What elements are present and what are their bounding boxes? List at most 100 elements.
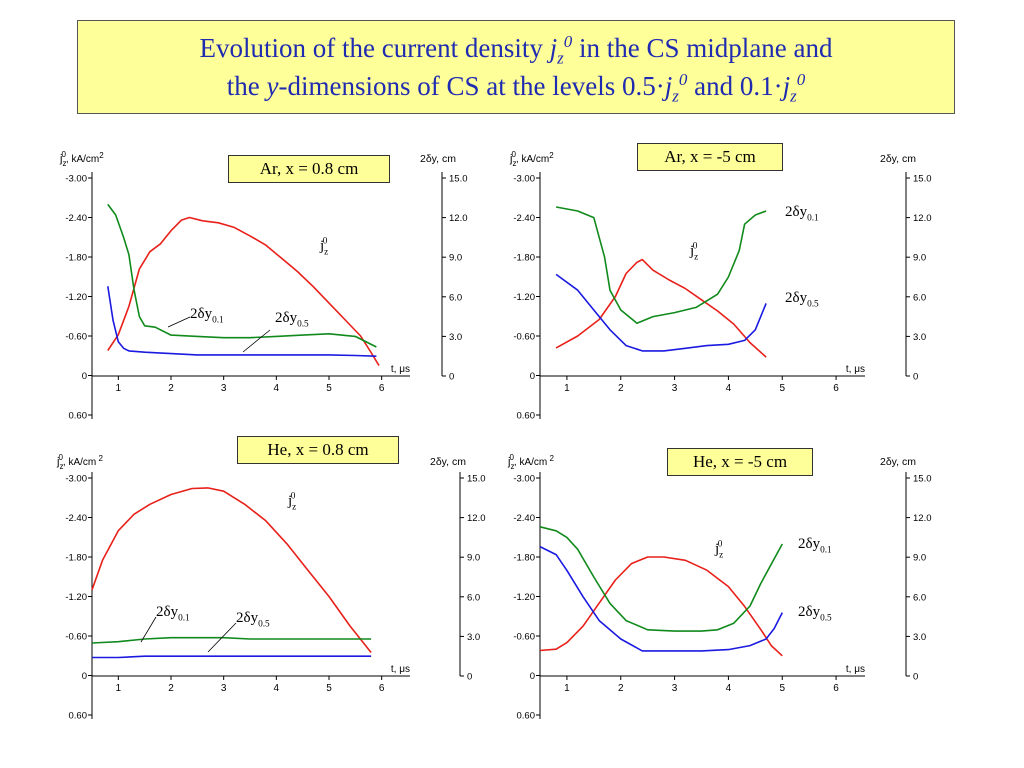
left-tick-label: -1.20 [65,592,87,603]
title-text: -dimensions of CS at the levels 0.5· [278,71,665,101]
annotation-leader [242,329,271,353]
right-tick-label: 12.0 [449,213,468,224]
x-tick-label: 3 [221,683,227,694]
chart-panel-4: -3.00 -2.40 -1.80 -1.20 -0.60 0 0.60 15.0 12.0 9.… [507,453,932,722]
x-tick-label: 1 [116,383,122,394]
series-annotation: 2δy0.5 [236,610,270,630]
panel-label: Ar, x = -5 cm [637,143,783,171]
right-tick-label: 0 [913,372,918,383]
x-tick-label: 5 [326,383,332,394]
annotation-leader [167,316,191,328]
left-tick-label: -2.40 [513,213,535,224]
panel-label: He, x = 0.8 cm [237,436,399,464]
x-tick-label: 1 [564,383,570,394]
title-line-1: Evolution of the current density jz0 in … [78,29,954,67]
panel-label: Ar, x = 0.8 cm [228,155,390,183]
title-z: z [790,86,797,106]
title-j: j [549,33,558,63]
slide-title: Evolution of the current density jz0 in … [77,20,955,114]
left-tick-label: -0.60 [513,632,535,643]
series-line-dy05 [539,545,784,652]
left-tick-label: -1.80 [513,253,535,264]
series-line-dy05 [555,273,767,352]
left-tick-label: 0.60 [69,711,88,722]
x-tick-label: 2 [168,383,174,394]
right-axis-label: 2δy, cm [420,153,456,165]
title-text: the [226,71,267,101]
title-z: z [672,86,679,106]
left-tick-label: -2.40 [513,513,535,524]
right-tick-label: 15.0 [449,174,468,185]
left-tick-label: 0 [82,371,87,382]
right-tick-label: 0 [467,672,472,683]
title-zero: 0 [678,70,688,89]
series-annotation: 2δy0.1 [798,536,832,556]
x-tick-label: 6 [379,383,385,394]
x-tick-label: 3 [672,683,678,694]
x-tick-label: 4 [274,383,280,394]
panel-label: He, x = -5 cm [667,448,813,476]
x-axis-label: t, μs [846,664,865,675]
title-text: and 0.1· [687,71,783,101]
right-tick-label: 6.0 [449,292,462,303]
right-tick-label: 0 [913,672,918,683]
left-tick-label: -0.60 [513,332,535,343]
title-y: y [266,71,279,101]
x-tick-label: 5 [326,683,332,694]
left-tick-label: -1.80 [513,553,535,564]
x-tick-label: 5 [779,383,785,394]
title-text: in the CS midplane and [572,33,833,63]
right-tick-label: 3.0 [467,632,480,643]
x-tick-label: 4 [726,683,732,694]
title-j: j [782,71,791,101]
series-line-jz [107,216,380,367]
series-annotation: 2δy0.1 [156,604,190,624]
series-annotation: 2δy0.5 [275,310,309,330]
series-annotation: 2δy0.1 [785,204,819,224]
series-line-dy01 [107,203,377,348]
right-axis-label: 2δy, cm [880,153,916,165]
left-tick-label: -3.00 [65,174,87,185]
series-line-dy01 [539,526,784,632]
series-line-jz [91,487,372,653]
x-tick-label: 2 [168,683,174,694]
series-annotation: 2δy0.5 [798,604,832,624]
x-tick-label: 6 [833,383,839,394]
title-zero: 0 [563,32,573,51]
series-annotation: jz0 [714,539,723,560]
left-tick-label: 0 [530,671,535,682]
x-axis-label: t, μs [846,364,865,375]
right-tick-label: 3.0 [913,632,926,643]
right-tick-label: 15.0 [913,474,932,485]
left-tick-label: -0.60 [65,632,87,643]
x-tick-label: 1 [116,683,122,694]
left-tick-label: -1.80 [65,553,87,564]
right-tick-label: 9.0 [467,553,480,564]
x-axis-label: t, μs [391,364,410,375]
series-line-dy01 [91,636,372,644]
chart-panel-1: -3.00 -2.40 -1.80 -1.20 -0.60 0 0.60 15.0 12.0 9.… [59,150,468,422]
left-tick-label: -0.60 [65,332,87,343]
right-tick-label: 12.0 [913,513,932,524]
x-axis-label: t, μs [391,664,410,675]
left-tick-label: 0.60 [517,411,536,422]
left-tick-label: -1.20 [513,292,535,303]
right-tick-label: 9.0 [913,553,926,564]
left-tick-label: -3.00 [513,474,535,485]
right-tick-label: 12.0 [467,513,486,524]
right-tick-label: 3.0 [913,332,926,343]
right-tick-label: 15.0 [467,474,486,485]
x-tick-label: 1 [564,683,570,694]
left-axis-label: jz0, kA/cm 2 [507,453,554,471]
x-tick-label: 3 [672,383,678,394]
right-tick-label: 0 [449,372,454,383]
x-tick-label: 2 [618,383,624,394]
right-tick-label: 12.0 [913,213,932,224]
right-tick-label: 3.0 [449,332,462,343]
series-annotation: jz0 [319,236,328,257]
left-axis-label: jz0, kA/cm2 [59,150,104,168]
left-tick-label: -1.20 [65,292,87,303]
title-zero: 0 [796,70,806,89]
title-z: z [557,48,564,68]
